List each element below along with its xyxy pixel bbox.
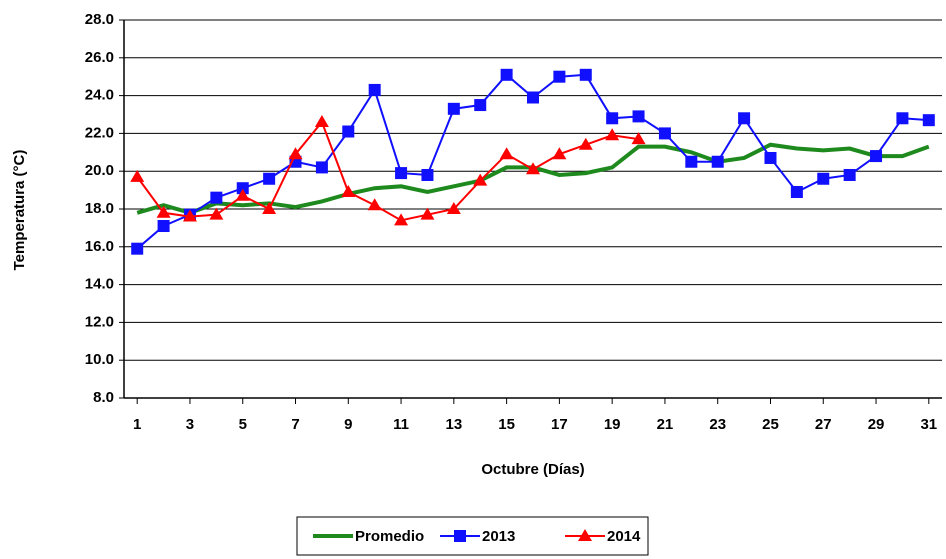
data-point <box>236 182 249 195</box>
y-axis-label: Temperatura (°C) <box>11 150 28 271</box>
x-tick-label: 23 <box>709 416 726 433</box>
data-point <box>870 150 883 163</box>
x-tick-label: 21 <box>657 416 674 433</box>
data-point <box>182 209 197 222</box>
data-point <box>499 147 514 160</box>
data-point <box>342 125 355 138</box>
x-tick-label: 27 <box>815 416 832 433</box>
data-point <box>922 114 935 127</box>
x-tick-label: 29 <box>868 416 885 433</box>
data-point <box>157 220 170 233</box>
y-tick-label: 22.0 <box>85 124 114 141</box>
data-point <box>526 162 540 175</box>
y-tick-label: 26.0 <box>85 49 114 66</box>
x-tick-label: 31 <box>920 416 937 433</box>
x-tick-label: 17 <box>551 416 568 433</box>
legend-label: 2013 <box>482 528 515 545</box>
data-point <box>579 68 592 81</box>
data-point <box>315 161 328 174</box>
data-point <box>500 68 513 81</box>
data-point <box>896 112 909 125</box>
legend-marker <box>454 530 466 542</box>
data-point <box>658 127 671 140</box>
x-tick-label: 7 <box>291 416 299 433</box>
data-point <box>790 185 803 198</box>
data-point <box>553 70 566 83</box>
x-tick-label: 15 <box>498 416 515 433</box>
y-tick-label: 10.0 <box>85 351 114 368</box>
data-point <box>262 202 277 214</box>
y-tick-label: 28.0 <box>85 11 114 28</box>
data-point <box>368 83 381 96</box>
y-tick-label: 16.0 <box>85 238 114 255</box>
y-tick-label: 20.0 <box>85 162 114 179</box>
legend-marker <box>578 529 592 541</box>
x-tick-label: 11 <box>393 416 409 433</box>
data-point <box>843 168 856 181</box>
data-point <box>817 172 830 185</box>
data-point <box>367 198 382 211</box>
data-point <box>631 132 646 145</box>
data-point <box>421 168 434 181</box>
x-tick-label: 1 <box>133 416 141 433</box>
y-tick-label: 12.0 <box>85 313 114 330</box>
data-point <box>420 207 435 220</box>
data-point <box>685 155 698 168</box>
legend-label: 2014 <box>607 528 641 545</box>
data-point <box>235 188 250 201</box>
data-point <box>605 128 620 141</box>
data-point <box>394 213 409 226</box>
data-point <box>446 202 461 214</box>
x-tick-label: 13 <box>445 416 462 433</box>
data-point <box>130 169 145 182</box>
data-point <box>764 151 777 164</box>
y-tick-label: 14.0 <box>85 276 114 293</box>
data-point <box>156 205 171 218</box>
x-tick-label: 9 <box>344 416 352 433</box>
data-point <box>738 112 751 125</box>
data-point <box>527 91 539 104</box>
data-point <box>341 184 356 197</box>
y-tick-label: 18.0 <box>85 200 114 217</box>
data-point <box>578 137 593 150</box>
data-point <box>473 173 488 186</box>
data-point <box>552 147 567 160</box>
x-tick-label: 25 <box>762 416 779 433</box>
data-point <box>288 147 303 160</box>
x-tick-label: 3 <box>186 416 194 433</box>
data-point <box>395 167 408 180</box>
data-point <box>474 99 487 112</box>
data-point <box>263 172 276 185</box>
y-tick-label: 8.0 <box>93 389 114 406</box>
legend-label: Promedio <box>355 528 424 545</box>
data-point <box>606 112 619 125</box>
x-axis-label: Octubre (Días) <box>481 461 584 478</box>
x-tick-label: 5 <box>239 416 247 433</box>
data-point <box>131 242 144 255</box>
data-point <box>314 115 329 128</box>
data-point <box>632 110 645 123</box>
data-point <box>210 191 223 204</box>
data-point <box>209 207 224 220</box>
x-tick-label: 19 <box>604 416 621 433</box>
data-point <box>711 155 724 168</box>
data-point <box>447 102 460 115</box>
y-tick-label: 24.0 <box>85 87 114 104</box>
